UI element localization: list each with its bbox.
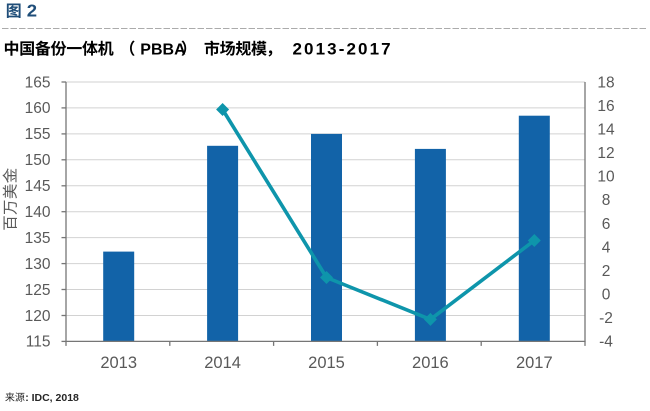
svg-text:130: 130 — [25, 256, 51, 273]
svg-text:2014: 2014 — [204, 354, 241, 372]
svg-text:-4: -4 — [599, 334, 613, 351]
svg-text:: IDC, 2018: : IDC, 2018 — [25, 392, 79, 404]
svg-text:2013: 2013 — [100, 354, 137, 372]
svg-text:165: 165 — [25, 74, 51, 91]
svg-text:PBBA: PBBA — [140, 41, 186, 58]
svg-text:16: 16 — [597, 98, 614, 115]
svg-text:2: 2 — [27, 1, 38, 21]
svg-text:2015: 2015 — [308, 354, 345, 372]
svg-text:14: 14 — [597, 122, 615, 139]
svg-text:135: 135 — [25, 230, 51, 247]
svg-text:6: 6 — [602, 216, 611, 233]
svg-text:0: 0 — [602, 287, 611, 304]
svg-text:150: 150 — [25, 152, 51, 169]
svg-text:145: 145 — [25, 178, 51, 195]
svg-text:10: 10 — [597, 169, 615, 186]
svg-text:2016: 2016 — [412, 354, 449, 372]
svg-text:4: 4 — [602, 239, 611, 256]
svg-text:18: 18 — [597, 74, 614, 91]
svg-text:8: 8 — [602, 192, 611, 209]
svg-text:12: 12 — [597, 145, 614, 162]
svg-text:120: 120 — [25, 308, 51, 325]
svg-text:115: 115 — [26, 334, 51, 351]
svg-text:125: 125 — [25, 282, 51, 299]
svg-text:2017: 2017 — [516, 354, 553, 372]
svg-text:2013-2017: 2013-2017 — [293, 39, 393, 58]
svg-text:-2: -2 — [599, 310, 613, 327]
svg-text:2: 2 — [602, 263, 611, 280]
svg-text:140: 140 — [25, 204, 51, 221]
svg-text:155: 155 — [25, 126, 51, 143]
svg-text:160: 160 — [25, 100, 51, 117]
